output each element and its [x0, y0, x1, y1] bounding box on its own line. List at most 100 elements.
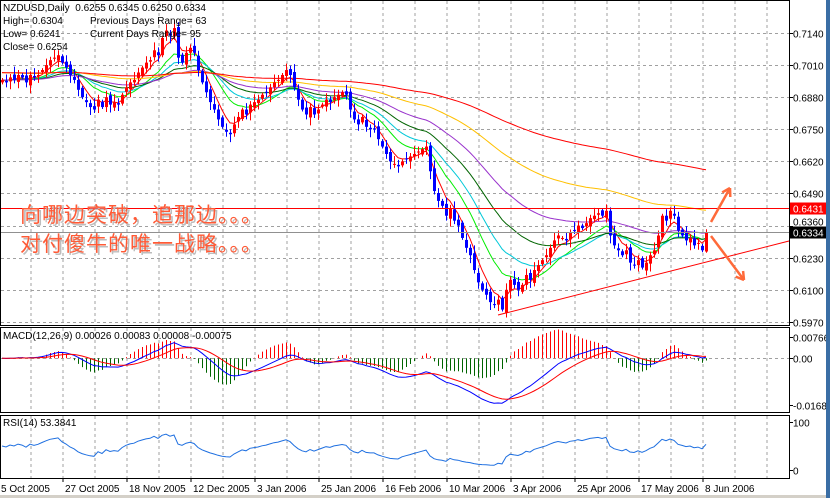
- symbol-ohlc-label: NZDUSD,Daily 0.6255 0.6345 0.6250 0.6334: [3, 3, 206, 14]
- candle-body: [577, 225, 580, 233]
- candle-body: [85, 100, 88, 103]
- candle-body: [705, 232, 708, 252]
- candle-body: [625, 250, 628, 255]
- time-tick-label: 10 Mar 2006: [449, 484, 506, 495]
- price-tick-label: 0.6100: [793, 287, 824, 298]
- price-tick-label: 0.6490: [793, 190, 824, 201]
- candle-body: [21, 74, 24, 78]
- moving-average-55: [1, 69, 707, 234]
- low-label: Low= 0.6241: [3, 29, 61, 40]
- candle-body: [589, 218, 592, 227]
- candle-body: [133, 79, 136, 83]
- candle-body: [581, 225, 584, 229]
- candle-body: [229, 132, 232, 135]
- candle-body: [221, 117, 224, 127]
- candle-body: [157, 52, 160, 56]
- candle-body: [293, 72, 296, 88]
- candle-body: [161, 37, 164, 56]
- rsi-tick-label: 0: [793, 467, 799, 478]
- candle-body: [585, 223, 588, 227]
- time-tick-label: 27 Oct 2005: [65, 484, 120, 495]
- candle-body: [189, 47, 192, 53]
- candle-body: [677, 216, 680, 231]
- candle-body: [565, 238, 568, 241]
- candle-body: [465, 239, 468, 248]
- candle-body: [225, 129, 228, 132]
- candle-body: [129, 82, 132, 90]
- candle-body: [389, 152, 392, 162]
- candle-body: [53, 57, 56, 59]
- candle-body: [605, 210, 608, 218]
- candle-body: [341, 92, 344, 96]
- macd-title: MACD(12,26,9) 0.00026 0.00083 0.00008 -0…: [3, 331, 232, 342]
- candle-body: [421, 149, 424, 155]
- candle-body: [525, 274, 528, 285]
- candle-body: [269, 87, 272, 95]
- candle-body: [489, 291, 492, 303]
- candle-body: [209, 89, 212, 103]
- candle-body: [121, 94, 124, 104]
- candle-body: [573, 230, 576, 232]
- candle-body: [473, 253, 476, 271]
- breakout-up-arrow-icon-head: [721, 186, 731, 194]
- candle-body: [125, 87, 128, 92]
- candle-body: [25, 75, 28, 83]
- candle-body: [1, 79, 4, 83]
- candle-body: [165, 30, 168, 36]
- time-tick-label: 25 Apr 2006: [577, 484, 631, 495]
- candle-body: [397, 164, 400, 167]
- candle-body: [349, 91, 352, 110]
- candle-body: [501, 297, 504, 310]
- price-tick-label: 0.6230: [793, 255, 824, 266]
- candle-body: [145, 62, 148, 69]
- candle-body: [345, 91, 348, 95]
- annotation-line-1: 向哪边突破，追那边。。。: [20, 204, 263, 227]
- candle-body: [469, 247, 472, 256]
- candle-body: [509, 279, 512, 291]
- window-frame-right: [826, 0, 830, 498]
- candle-body: [601, 210, 604, 216]
- candle-body: [305, 107, 308, 115]
- candle-body: [97, 99, 100, 107]
- candle-body: [449, 208, 452, 219]
- candle-body: [241, 109, 244, 119]
- candle-body: [553, 240, 556, 248]
- candle-body: [433, 168, 436, 192]
- candle-body: [185, 52, 188, 65]
- candle-body: [545, 255, 548, 258]
- current-price-tag: [790, 226, 827, 239]
- candle-body: [41, 70, 44, 73]
- breakout-down-arrow-icon-head: [735, 275, 745, 282]
- candle-body: [649, 255, 652, 264]
- candle-body: [357, 119, 360, 125]
- candle-body: [513, 278, 516, 285]
- moving-average-200: [1, 71, 707, 171]
- candle-body: [457, 219, 460, 226]
- candle-body: [521, 284, 524, 292]
- candle-body: [9, 77, 12, 82]
- candle-body: [689, 237, 692, 243]
- candle-body: [37, 74, 40, 77]
- candle-body: [113, 102, 116, 108]
- candle-body: [109, 95, 112, 105]
- rsi-tick-label: 100: [793, 419, 810, 430]
- time-tick-label: 18 Nov 2005: [129, 484, 186, 495]
- candle-body: [413, 153, 416, 157]
- high-label: High= 0.6304: [3, 16, 63, 27]
- candle-body: [653, 250, 656, 255]
- candle-body: [537, 265, 540, 272]
- candle-body: [665, 215, 668, 221]
- price-tick-label: 0.7140: [793, 30, 824, 41]
- macd-tick-label: 0.00: [793, 355, 813, 366]
- candle-body: [561, 237, 564, 239]
- breakout-down-arrow-icon: [710, 235, 745, 281]
- candle-body: [5, 80, 8, 83]
- candle-body: [477, 273, 480, 283]
- time-tick-label: 17 May 2006: [641, 484, 699, 495]
- moving-average-34: [1, 65, 707, 247]
- candle-body: [693, 237, 696, 246]
- time-tick-label: 25 Jan 2006: [321, 484, 376, 495]
- candle-body: [181, 54, 184, 63]
- price-tick-label: 0.6880: [793, 94, 824, 105]
